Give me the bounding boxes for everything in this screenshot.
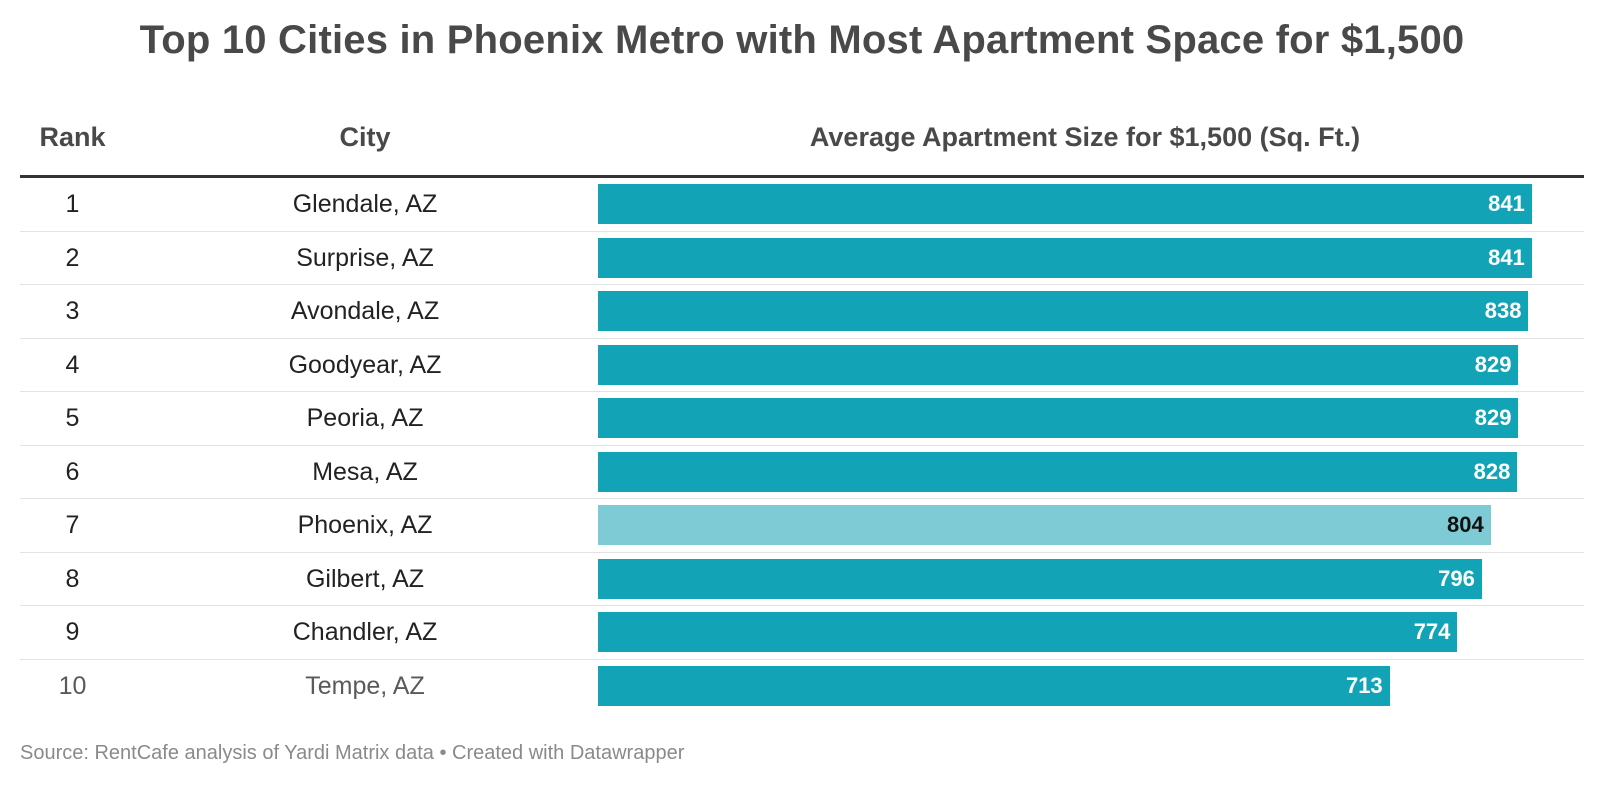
data-table: Rank City Average Apartment Size for $1,… (20, 112, 1584, 713)
bar: 841 (598, 237, 1532, 278)
bar: 796 (598, 558, 1482, 599)
rank-cell: 8 (65, 564, 80, 593)
bar: 804 (598, 505, 1491, 545)
rank-cell: 9 (65, 618, 80, 646)
table-row: 8 Gilbert, AZ 796 (20, 553, 1584, 606)
table-row: 3 Avondale, AZ 838 (20, 285, 1584, 339)
bar-value-label: 804 (1446, 512, 1484, 537)
table-row: 2 Surprise, AZ 841 (20, 232, 1584, 285)
table-row: 1 Glendale, AZ 841 (20, 178, 1584, 232)
bar-value-label: 838 (1484, 298, 1522, 323)
source-note: Source: RentCafe analysis of Yardi Matri… (20, 742, 685, 764)
bar-track: 713 (598, 665, 1564, 706)
bar-value-label: 774 (1413, 619, 1451, 644)
rank-cell: 4 (65, 350, 80, 379)
bar-value-label: 841 (1488, 244, 1525, 270)
rank-cell: 5 (65, 404, 80, 432)
rank-cell: 7 (65, 511, 80, 539)
city-cell: Goodyear, AZ (288, 350, 442, 379)
rank-cell: 6 (65, 457, 80, 486)
city-cell: Surprise, AZ (296, 243, 434, 272)
city-cell: Phoenix, AZ (297, 511, 433, 539)
table-row: 7 Phoenix, AZ 804 (20, 499, 1584, 553)
city-cell: Tempe, AZ (305, 671, 425, 700)
table-row: 10 Tempe, AZ 713 (20, 660, 1584, 714)
city-column-header: City (339, 122, 391, 152)
bar-track: 841 (598, 184, 1564, 224)
bar-track: 829 (598, 344, 1564, 385)
rank-cell: 1 (65, 190, 80, 218)
bar: 829 (598, 344, 1519, 385)
bar-track: 796 (598, 558, 1564, 599)
rank-cell: 2 (65, 243, 80, 272)
bar: 841 (598, 184, 1532, 224)
bar-value-label: 829 (1474, 405, 1512, 430)
city-cell: Chandler, AZ (292, 618, 438, 646)
bar-value-label: 828 (1473, 458, 1511, 484)
bar: 838 (598, 291, 1529, 331)
bar-value-label: 829 (1474, 351, 1512, 377)
bar-track: 804 (598, 505, 1564, 545)
table-header: Rank City Average Apartment Size for $1,… (20, 112, 1584, 178)
table-row: 4 Goodyear, AZ 829 (20, 339, 1584, 392)
city-cell: Avondale, AZ (290, 297, 440, 325)
bar: 829 (598, 398, 1519, 438)
bar-track: 774 (598, 612, 1564, 652)
rank-cell: 10 (58, 671, 87, 700)
size-column-header: Average Apartment Size for $1,500 (Sq. F… (809, 122, 1361, 152)
table-row: 9 Chandler, AZ 774 (20, 606, 1584, 660)
bar-track: 841 (598, 237, 1564, 278)
bar-value-label: 841 (1488, 191, 1525, 216)
rank-cell: 3 (65, 297, 80, 325)
table-row: 5 Peoria, AZ 829 (20, 392, 1584, 446)
bar: 828 (598, 451, 1518, 492)
bar-value-label: 713 (1345, 672, 1383, 698)
city-cell: Gilbert, AZ (305, 564, 425, 593)
bar-value-label: 796 (1438, 565, 1475, 591)
bar-track: 838 (598, 291, 1564, 331)
bar-track: 829 (598, 398, 1564, 438)
bar-track: 828 (598, 451, 1564, 492)
city-cell: Mesa, AZ (312, 457, 418, 486)
bar: 774 (598, 612, 1458, 652)
bar: 713 (598, 665, 1390, 706)
city-cell: Peoria, AZ (306, 404, 424, 432)
table-row: 6 Mesa, AZ 828 (20, 446, 1584, 499)
city-cell: Glendale, AZ (292, 190, 438, 218)
table-body: 1 Glendale, AZ 841 2 Surprise, AZ 841 3 Avondal… (20, 178, 1584, 713)
rank-column-header: Rank (39, 122, 106, 152)
chart-title: Top 10 Cities in Phoenix Metro with Most… (139, 18, 1465, 62)
